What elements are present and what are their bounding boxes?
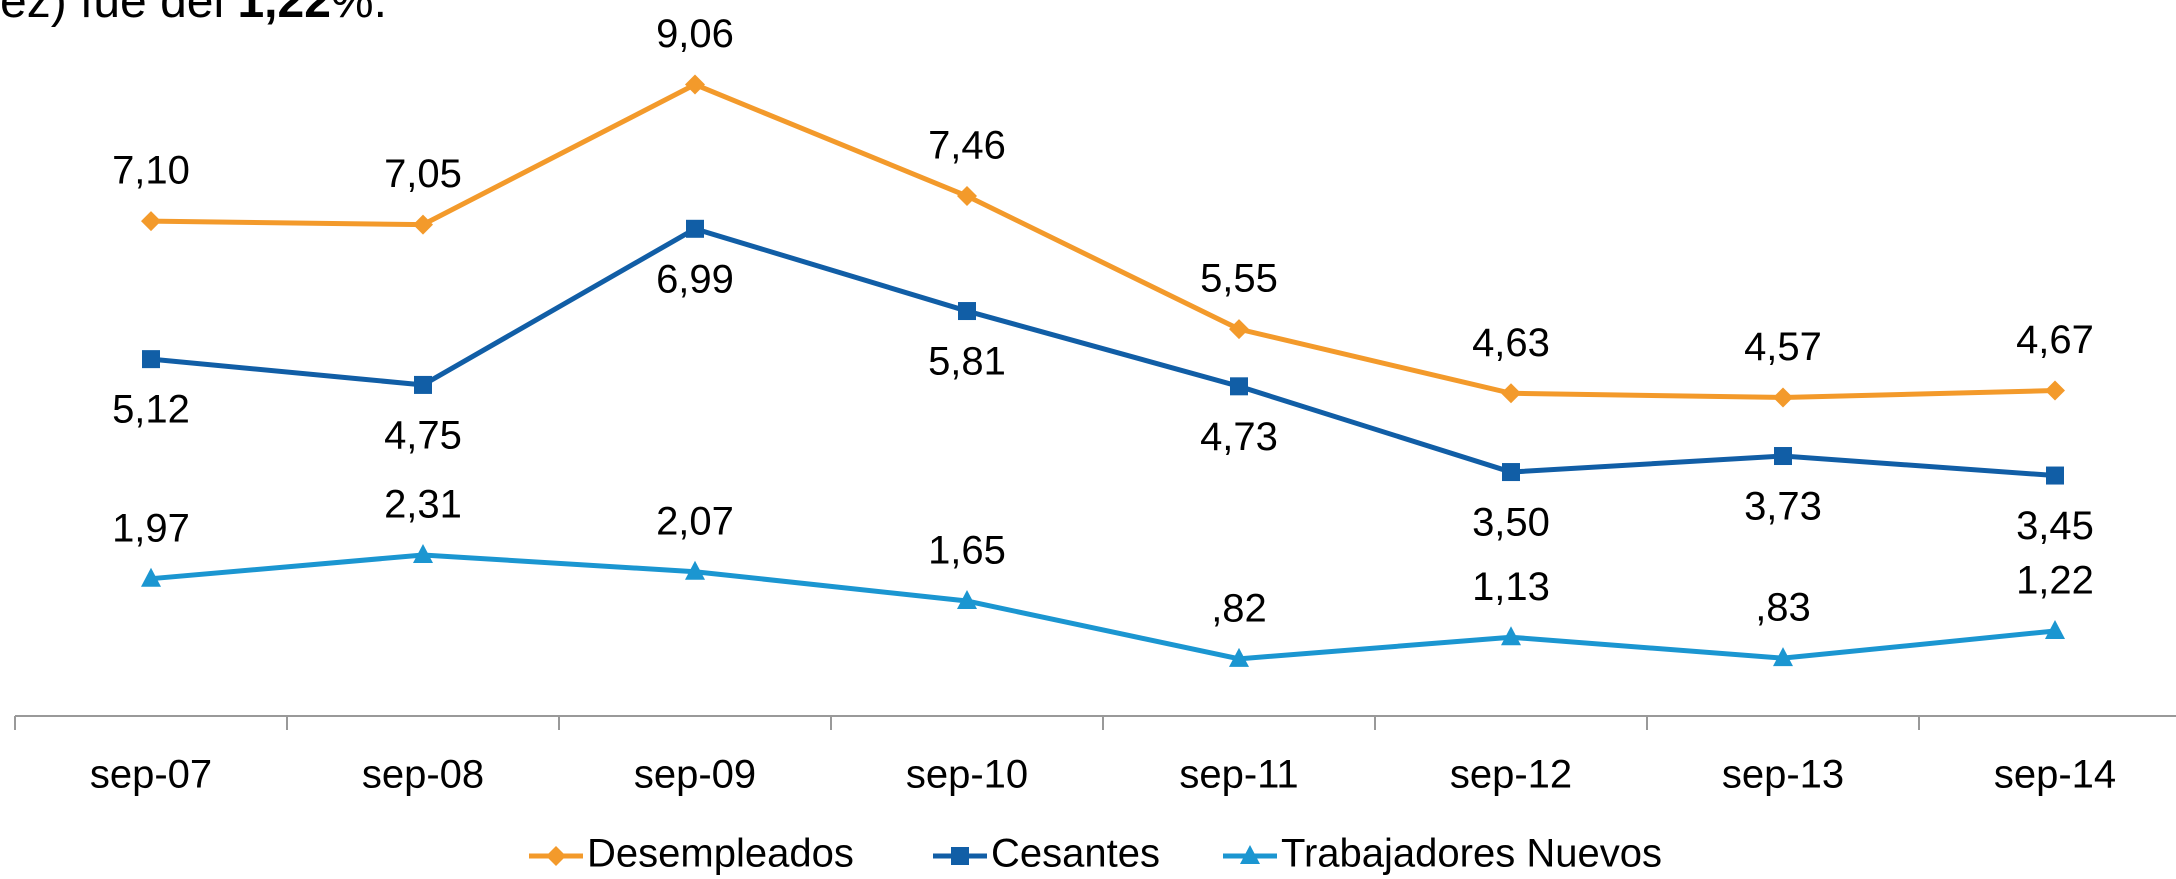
data-label: 2,31 [384,483,462,527]
data-label: 3,50 [1472,501,1550,545]
data-point [1229,319,1249,340]
data-label: 4,75 [384,413,462,457]
x-tick-label: sep-13 [1722,753,1844,797]
data-label: 5,12 [112,388,190,432]
legend-label: Trabajadores Nuevos [1281,832,1662,876]
data-label: 4,73 [1200,415,1278,459]
note-bold: 1,22 [237,0,330,28]
x-tick-label: sep-14 [1994,753,2116,797]
x-tick-label: sep-10 [906,753,1028,797]
x-tick-label: sep-11 [1179,753,1298,797]
legend-label: Cesantes [991,832,1160,876]
data-point [1229,647,1249,667]
data-point [686,219,704,238]
data-point [413,543,433,563]
data-point [957,589,977,609]
x-tick-label: sep-07 [90,753,212,797]
data-point [141,211,161,232]
data-label: ,83 [1755,586,1811,630]
data-label: 1,13 [1472,565,1550,609]
x-tick-label: sep-12 [1450,753,1572,797]
data-label: 1,22 [2016,559,2094,603]
data-label: 5,81 [928,340,1006,384]
note-text: ez) fue del [0,0,237,28]
legend-marker [951,847,969,865]
data-point [1773,647,1793,667]
data-point [958,302,976,321]
data-point [142,350,160,369]
data-label: 7,10 [112,149,190,193]
data-label: 6,99 [656,257,734,301]
data-label: 7,46 [928,124,1006,168]
data-point [1501,626,1521,646]
data-point [2046,466,2064,485]
data-point [141,567,161,587]
data-label: 3,45 [2016,504,2094,548]
data-label: 4,57 [1744,325,1822,369]
note-text: %. [331,0,387,28]
x-tick-label: sep-08 [362,753,484,797]
series-line [150,226,2056,479]
data-point [685,74,705,95]
x-tick-label: sep-09 [634,753,756,797]
data-point [414,375,432,394]
data-label: 1,97 [112,506,190,550]
data-point [1773,387,1793,408]
series-line [150,552,2056,662]
data-point [1502,463,1520,482]
note: ez) fue del 1,22%. [0,0,387,28]
data-point [1774,447,1792,466]
data-point [957,186,977,207]
data-point [2045,619,2065,639]
data-label: 7,05 [384,152,462,196]
data-point [1501,383,1521,404]
data-label: 4,63 [1472,321,1550,365]
data-label: 4,67 [2016,318,2094,362]
data-label: 5,55 [1200,257,1278,301]
data-label: ,82 [1211,586,1267,630]
data-point [1230,377,1248,396]
series-line [150,81,2056,400]
data-label: 9,06 [656,12,734,56]
data-point [413,214,433,235]
data-label: 2,07 [656,499,734,543]
legend-marker [1240,845,1260,864]
data-point [685,560,705,580]
data-point [2045,380,2065,401]
legend-label: Desempleados [587,832,854,876]
legend-marker [546,846,566,866]
data-label: 3,73 [1744,485,1822,529]
data-label: 1,65 [928,529,1006,573]
